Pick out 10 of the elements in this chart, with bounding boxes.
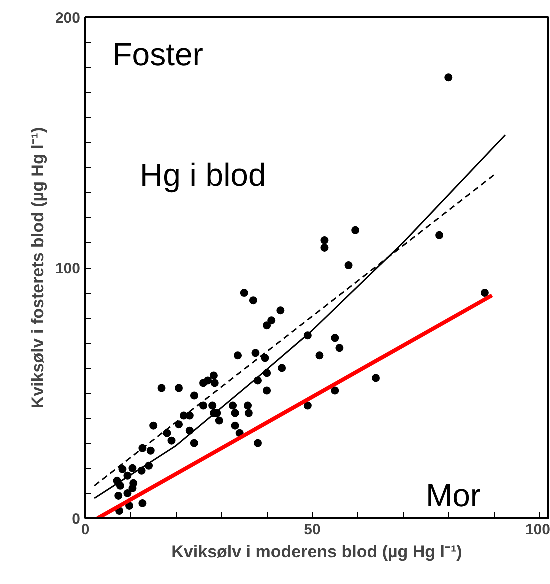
x-axis-title: Kviksølv i moderens blod (µg Hg l⁻¹) [172,542,462,562]
annotation: Mor [426,477,482,514]
y-axis-title: Kviksølv i fosterets blod (µg Hg l⁻¹) [28,127,48,409]
annotation: Foster [112,36,204,73]
y-tick-label: 100 [55,260,81,278]
y-tick-label: 0 [72,511,80,528]
y-tick-label: 200 [55,10,81,27]
x-tick-label: 50 [304,522,321,538]
x-tick-label: 100 [525,522,550,538]
annotation: Hg i blod [140,156,266,193]
